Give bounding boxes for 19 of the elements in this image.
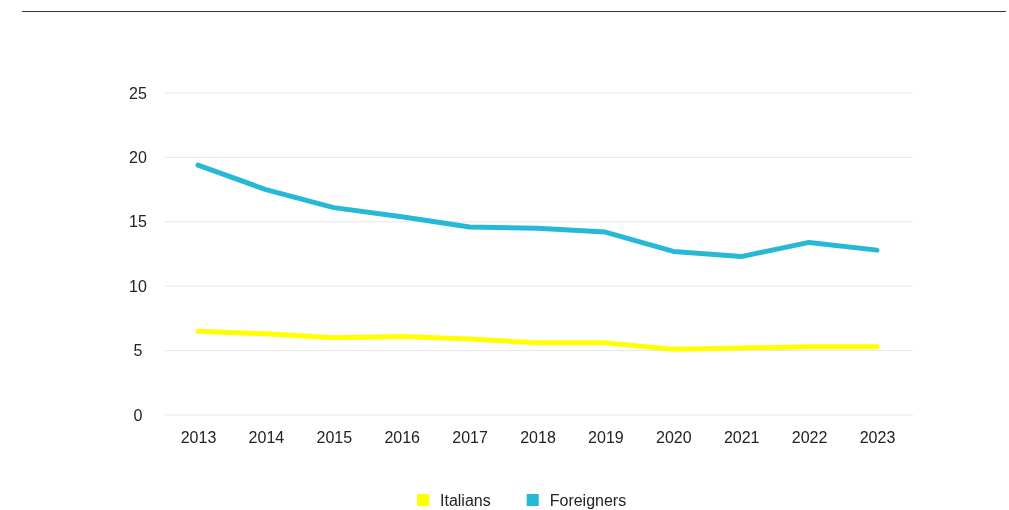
x-tick-label: 2017 [452, 429, 488, 447]
x-tick-label: 2013 [180, 429, 217, 447]
x-tick-label: 2020 [656, 429, 692, 447]
legend-label: Italians [440, 491, 491, 509]
y-tick-label: 5 [133, 342, 143, 360]
y-tick-label: 25 [129, 84, 147, 102]
x-tick-label: 2018 [520, 429, 556, 447]
x-tick-label: 2019 [588, 429, 624, 447]
x-tick-label: 2014 [248, 429, 285, 447]
y-tick-label: 0 [133, 406, 143, 424]
x-tick-label: 2016 [384, 429, 421, 447]
x-tick-label: 2022 [791, 429, 828, 447]
x-tick-label: 2015 [316, 429, 353, 447]
legend-label: Foreigners [549, 491, 627, 509]
y-tick-label: 20 [129, 149, 147, 167]
y-tick-label: 15 [129, 213, 147, 231]
x-tick-label: 2023 [859, 429, 896, 447]
y-tick-label: 10 [129, 277, 147, 295]
x-tick-label: 2021 [723, 429, 760, 447]
